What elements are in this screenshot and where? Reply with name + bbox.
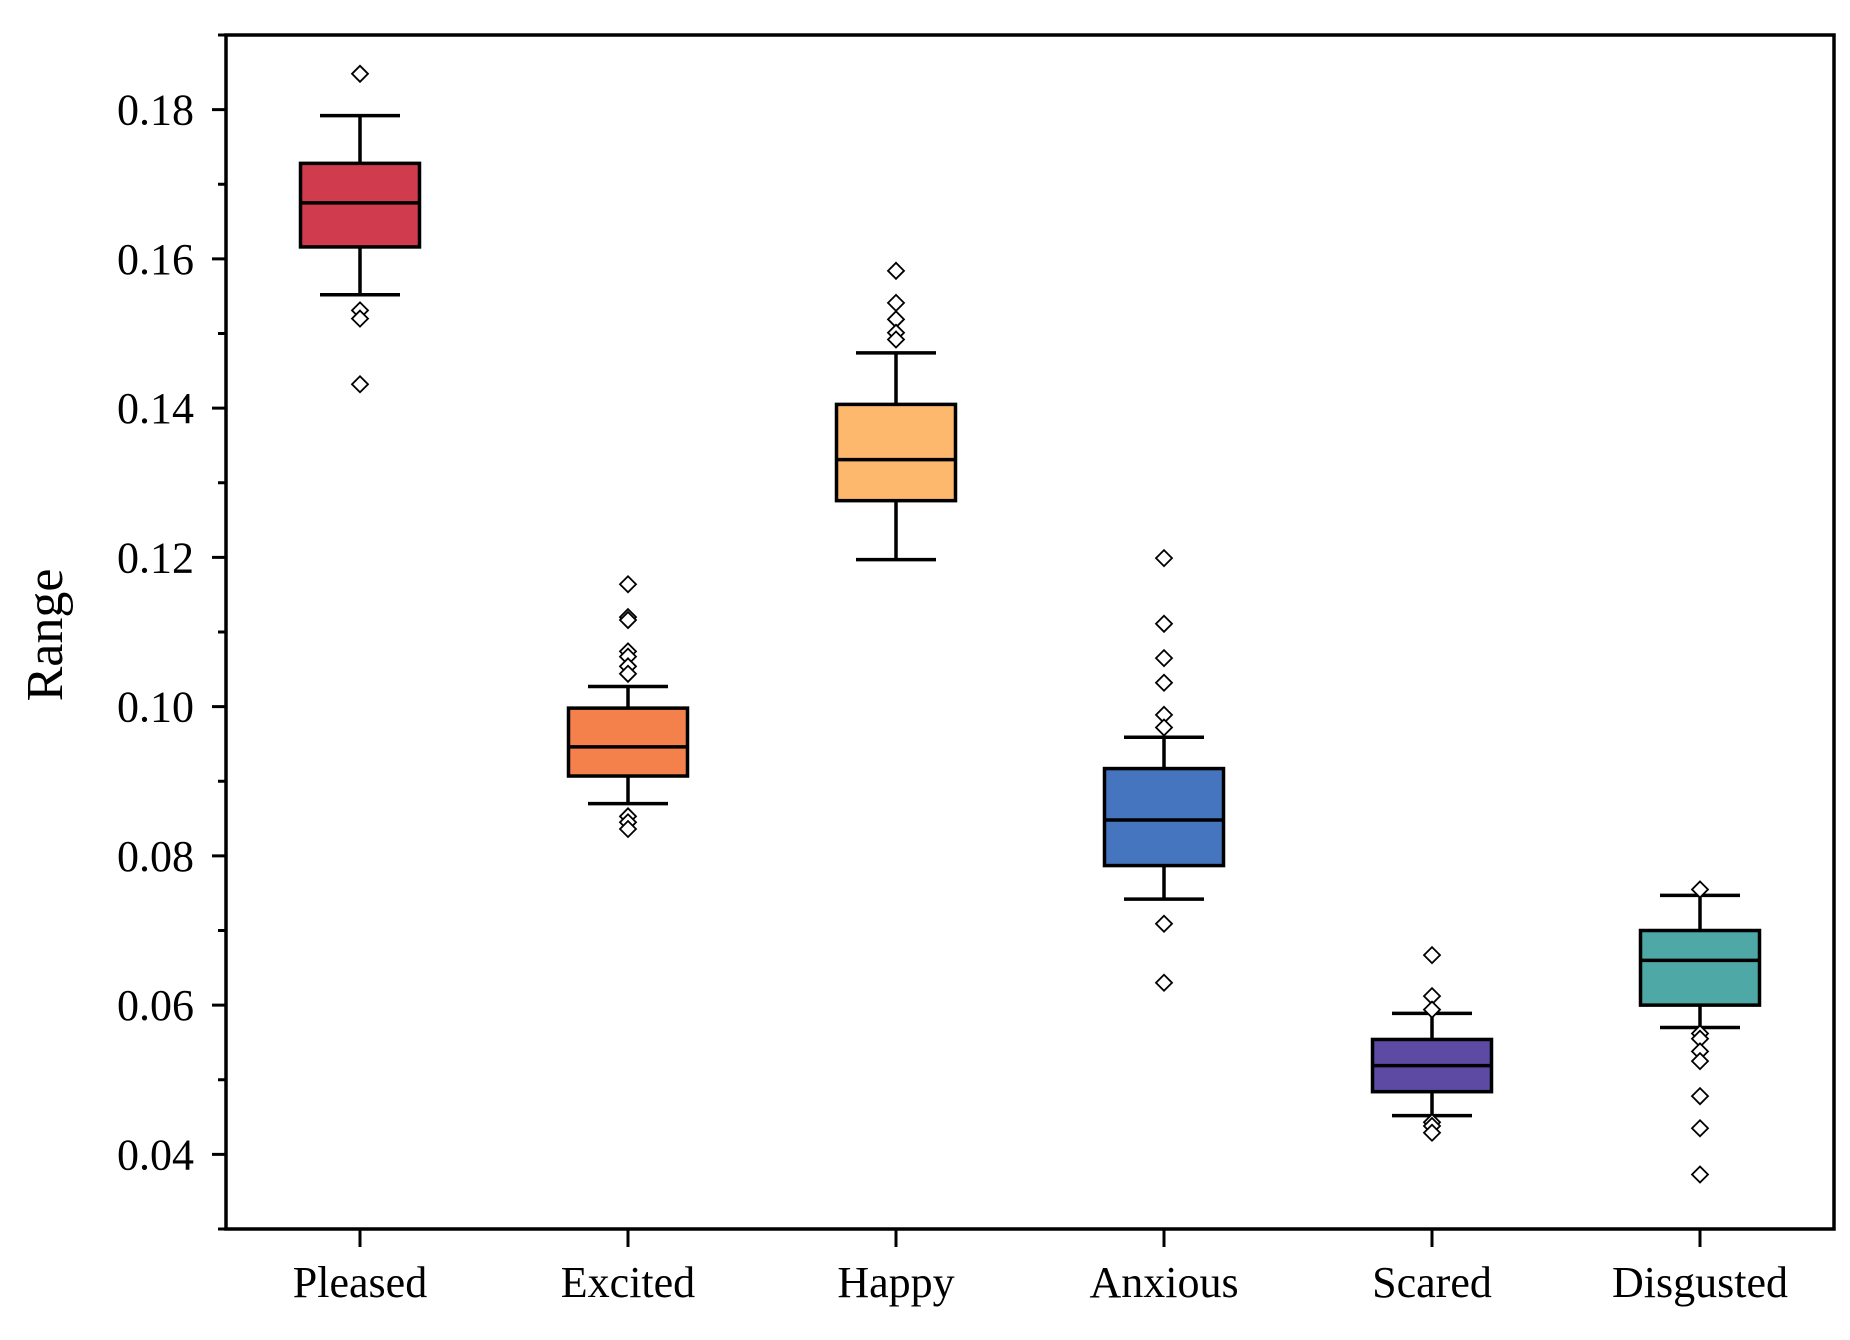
outlier-point <box>350 374 370 394</box>
outlier-point <box>350 309 370 328</box>
box-group-happy <box>834 261 958 562</box>
iqr-box <box>834 402 958 503</box>
outlier-point <box>618 664 638 684</box>
y-tick-label: 0.18 <box>117 86 194 135</box>
box-group-disgusted <box>1638 880 1762 1184</box>
y-tick-label: 0.14 <box>117 384 194 433</box>
iqr-box <box>1102 766 1226 868</box>
x-tick-label: Pleased <box>293 1258 427 1307</box>
outlier-point <box>886 293 906 313</box>
y-axis-label: Range <box>17 569 74 702</box>
box-group-anxious <box>1102 548 1226 993</box>
outlier-point <box>1690 1118 1710 1138</box>
outlier-point <box>886 330 906 349</box>
outlier-point <box>1154 614 1174 634</box>
iqr-box <box>566 706 690 778</box>
outlier-point <box>1154 914 1174 934</box>
y-tick-label: 0.04 <box>117 1130 194 1179</box>
outlier-point <box>1422 1000 1442 1019</box>
x-tick-label: Excited <box>561 1258 695 1307</box>
y-tick-label: 0.12 <box>117 533 194 582</box>
y-tick-label: 0.08 <box>117 832 194 881</box>
box-group-pleased <box>298 64 422 394</box>
outlier-point <box>618 574 638 594</box>
outlier-point <box>1154 548 1174 568</box>
outlier-point <box>1154 648 1174 668</box>
x-tick-label: Disgusted <box>1612 1258 1788 1307</box>
outlier-point <box>618 819 638 839</box>
outlier-point <box>1154 718 1174 737</box>
outlier-point <box>1690 1051 1710 1071</box>
outlier-point <box>1422 945 1442 965</box>
outlier-point <box>886 261 906 281</box>
iqr-box <box>1638 928 1762 1007</box>
plot-area <box>298 64 1762 1184</box>
outlier-point <box>1690 1165 1710 1184</box>
axes: 0.04 0.06 0.08 0.10 0.12 0.14 0.16 0.18 Pleased E… <box>117 33 1836 1307</box>
outlier-point <box>1422 1123 1442 1143</box>
outlier-point <box>350 64 370 84</box>
y-tick-label: 0.10 <box>117 683 194 732</box>
iqr-box <box>298 161 422 249</box>
box-group-excited <box>566 574 690 839</box>
outlier-point <box>1154 973 1174 993</box>
y-tick-label: 0.16 <box>117 235 194 284</box>
outlier-point <box>1690 1086 1710 1106</box>
outlier-point <box>1690 880 1710 899</box>
x-tick-label: Anxious <box>1089 1258 1238 1307</box>
x-tick-label: Scared <box>1372 1258 1492 1307</box>
outlier-point <box>618 610 638 630</box>
y-tick-label: 0.06 <box>117 981 194 1030</box>
box-group-scared <box>1370 945 1494 1143</box>
plot-frame <box>224 33 1836 1231</box>
x-tick-label: Happy <box>837 1258 954 1307</box>
outlier-point <box>1154 673 1174 693</box>
